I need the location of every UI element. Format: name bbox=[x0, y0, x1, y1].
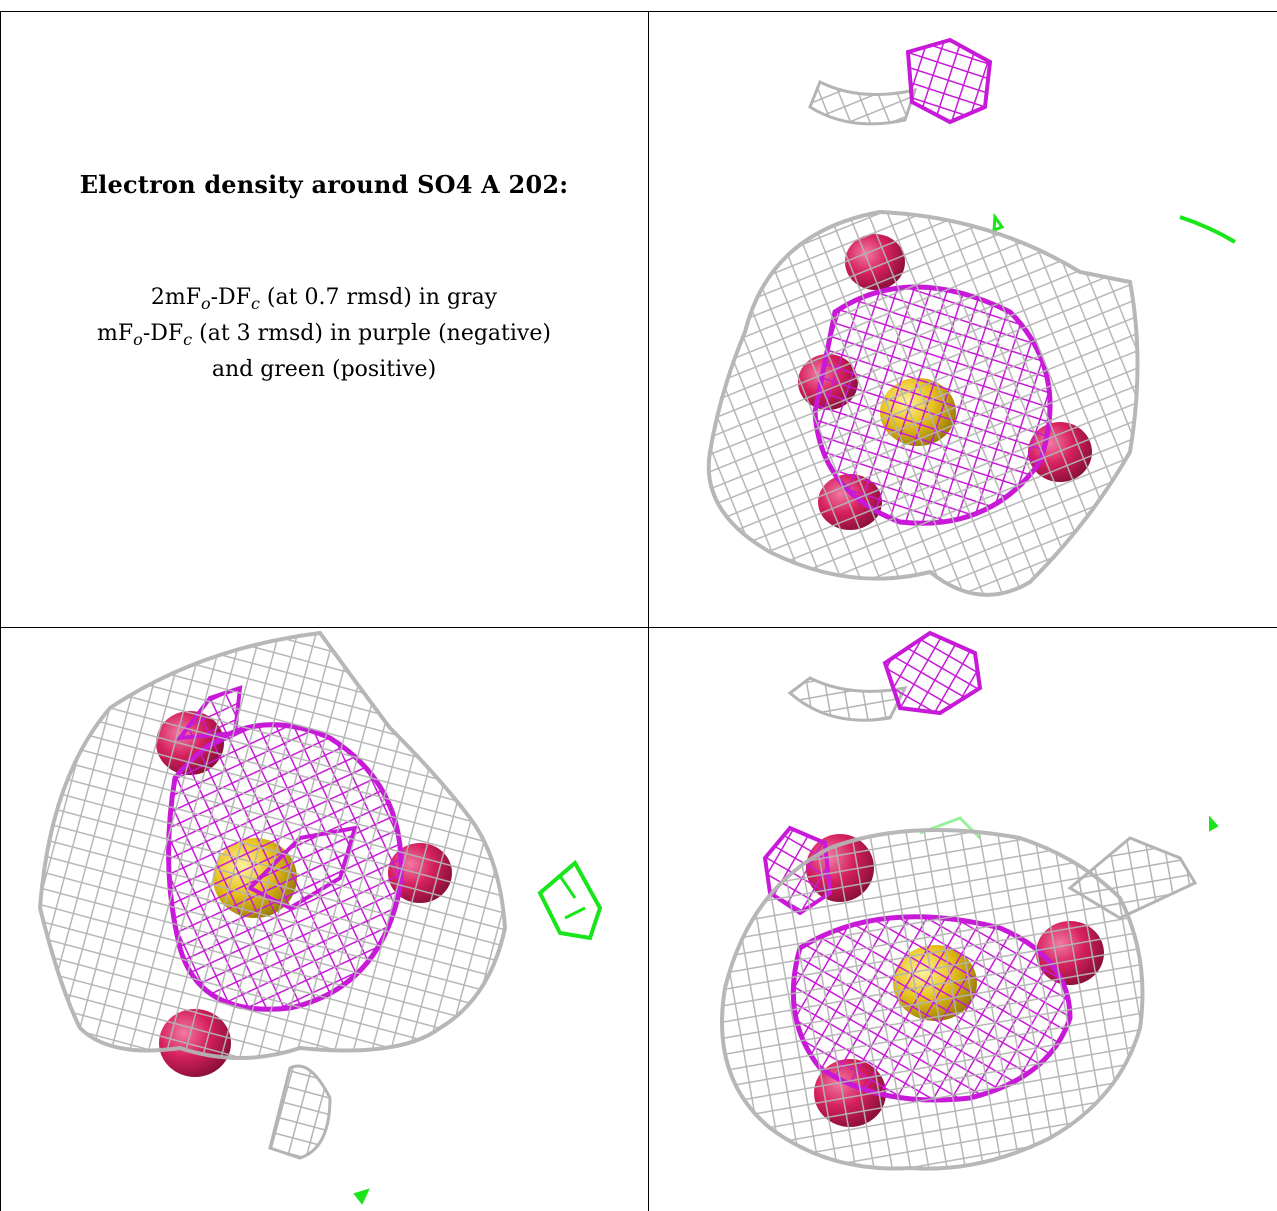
table-divider-vertical bbox=[648, 11, 649, 1211]
gray-mesh-2mfo bbox=[706, 209, 1140, 597]
green-mesh-positive bbox=[537, 859, 603, 941]
gray-mesh-2mfo bbox=[37, 630, 508, 1060]
density-view-top-right bbox=[650, 12, 1277, 626]
caption-line-green: and green (positive) bbox=[211, 357, 437, 382]
table-border-top bbox=[0, 11, 1277, 12]
table-divider-horizontal bbox=[0, 627, 1277, 628]
caption-panel: Electron density around SO4 A 202: 2mFo-… bbox=[0, 0, 648, 626]
density-view-bottom-right bbox=[650, 628, 1277, 1211]
green-mesh-speck bbox=[1209, 815, 1219, 832]
caption-line-mfo: mFo-DFc (at 3 rmsd) in purple (negative) bbox=[97, 321, 551, 349]
caption-title: Electron density around SO4 A 202: bbox=[79, 170, 569, 199]
caption-line-2mfo: 2mFo-DFc (at 0.7 rmsd) in gray bbox=[150, 285, 498, 313]
green-mesh-speck bbox=[353, 1188, 370, 1205]
purple-mesh-fragment bbox=[882, 630, 983, 716]
table-border-left bbox=[0, 11, 1, 1211]
gray-mesh-fragment bbox=[268, 1064, 332, 1160]
green-mesh-speck bbox=[992, 212, 1005, 233]
green-mesh-positive bbox=[558, 875, 586, 920]
gray-mesh-fragment bbox=[808, 79, 918, 126]
density-view-bottom-left bbox=[0, 628, 648, 1211]
green-mesh-speck bbox=[1179, 215, 1237, 244]
gray-mesh-fragment bbox=[787, 676, 908, 722]
purple-mesh-fragment bbox=[905, 37, 993, 125]
gray-mesh-2mfo bbox=[720, 828, 1145, 1171]
gray-mesh-fragment bbox=[1067, 836, 1198, 920]
